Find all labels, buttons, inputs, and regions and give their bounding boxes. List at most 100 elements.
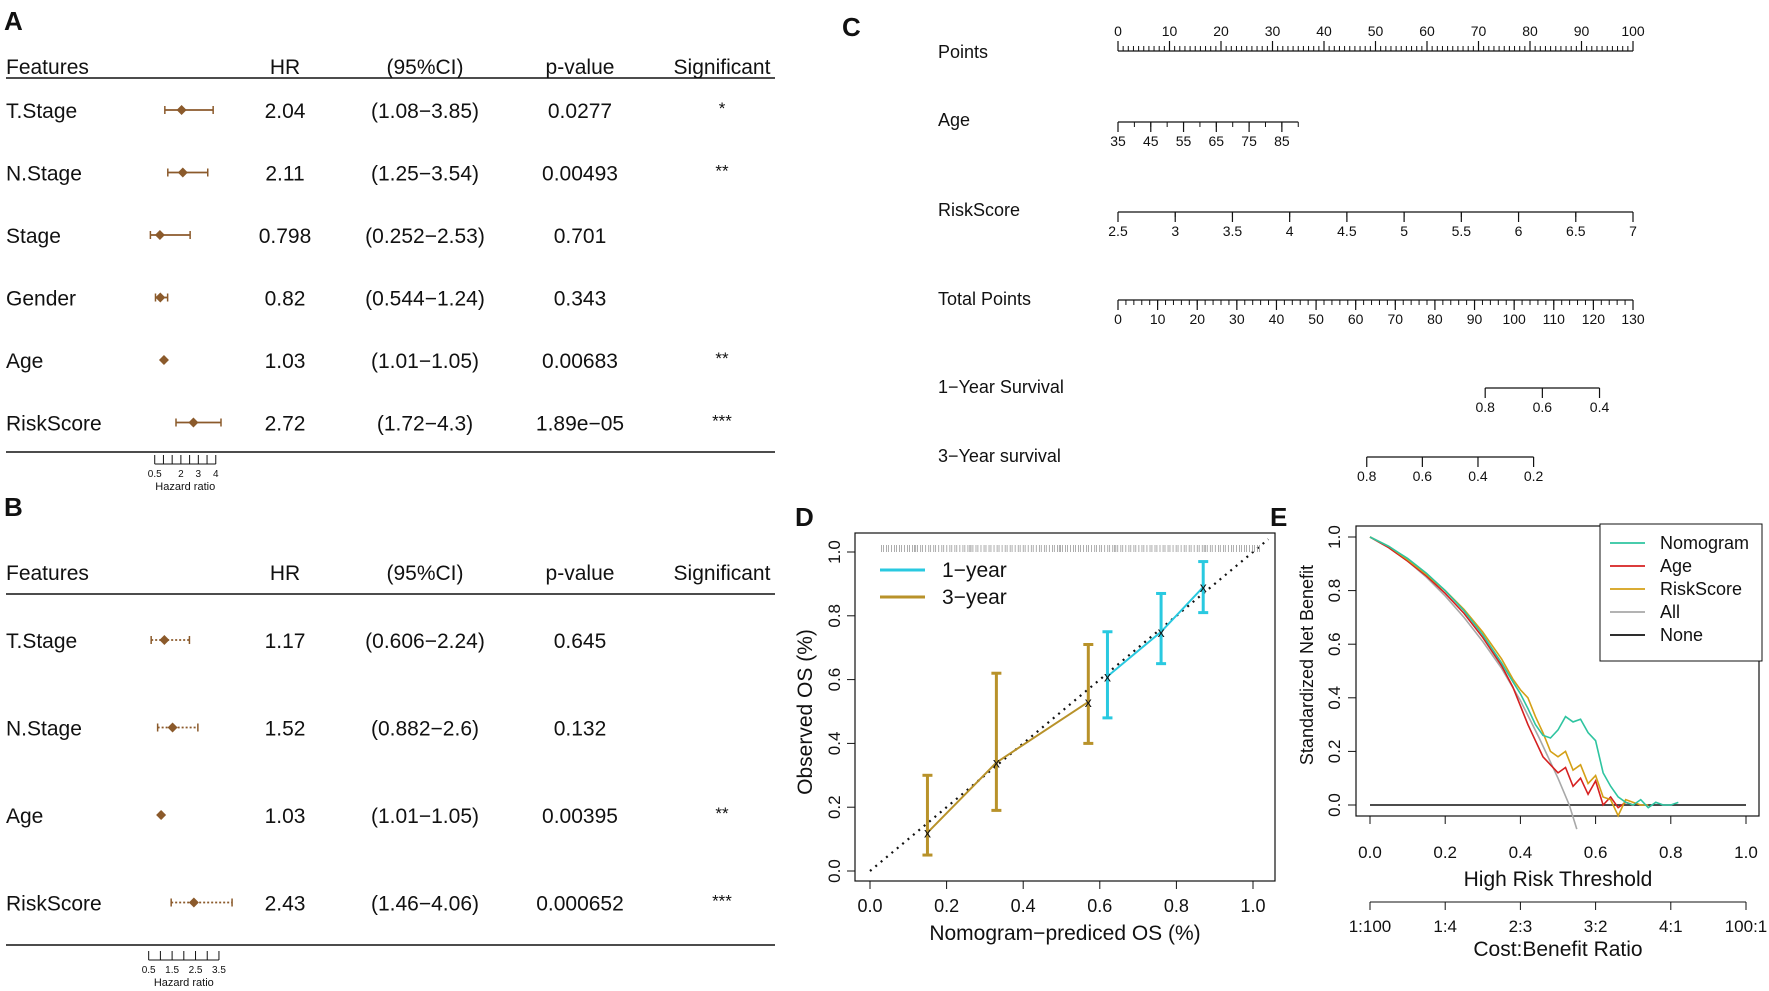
nomogram-tick-label: 50 (1368, 23, 1384, 39)
x-tick-label: 0.0 (1358, 843, 1382, 862)
nomogram-tick-label: 10 (1162, 23, 1178, 39)
hr-point (159, 635, 170, 645)
nomogram-tick-label: 20 (1213, 23, 1229, 39)
row-hr: 1.52 (265, 718, 306, 741)
row-ci: (0.882−2.6) (371, 718, 479, 741)
nomogram-tick-label: 0 (1114, 23, 1122, 39)
panel-label-c: C (842, 12, 861, 42)
hr-point (176, 105, 187, 115)
column-header: Features (6, 562, 89, 585)
nomogram-scale-name: Age (938, 110, 970, 130)
nomogram-tick-label: 0.4 (1590, 399, 1610, 415)
nomogram-tick-label: 65 (1209, 133, 1225, 149)
row-ci: (0.544−1.24) (365, 288, 485, 311)
nomogram-tick-label: 75 (1241, 133, 1257, 149)
nomogram-tick-label: 60 (1348, 311, 1364, 327)
hr-axis-tick-label: 3.5 (212, 965, 226, 976)
hr-axis-tick-label: 4 (213, 469, 219, 480)
nomogram-tick-label: 0.2 (1524, 468, 1544, 484)
row-p: 0.00395 (542, 805, 618, 828)
hr-point (188, 897, 199, 908)
x-tick-label: 0.0 (857, 896, 882, 916)
x-axis-label: High Risk Threshold (1464, 868, 1653, 891)
nomogram-scale-name: 3−Year survival (938, 446, 1061, 466)
y-axis-label: Observed OS (%) (794, 629, 817, 795)
nomogram-tick-label: 60 (1419, 23, 1435, 39)
row-feature: T.Stage (6, 100, 77, 123)
row-feature: RiskScore (6, 893, 102, 916)
data-point: x (1085, 694, 1092, 710)
hr-axis-tick-label: 2 (178, 469, 184, 480)
nomogram-tick-label: 10 (1150, 311, 1166, 327)
column-header: HR (270, 56, 300, 79)
legend-label: None (1660, 625, 1703, 645)
column-header: HR (270, 562, 300, 585)
row-feature: Age (6, 805, 43, 828)
nomogram-tick-label: 40 (1316, 23, 1332, 39)
calibration-line (926, 701, 1089, 834)
nomogram-tick-label: 55 (1176, 133, 1192, 149)
nomogram-tick-label: 80 (1427, 311, 1443, 327)
nomogram-tick-label: 0.4 (1468, 468, 1488, 484)
y-tick-label: 0.8 (825, 604, 844, 628)
nomogram-tick-label: 0.6 (1533, 399, 1553, 415)
y-tick-label: 0.4 (825, 732, 844, 756)
row-ci: (1.46−4.06) (371, 893, 479, 916)
row-p: 0.000652 (536, 893, 624, 916)
row-p: 0.343 (554, 288, 607, 311)
row-feature: Stage (6, 225, 61, 248)
row-significance: * (719, 99, 726, 118)
nomogram-scale-name: RiskScore (938, 200, 1020, 220)
nomogram-tick-label: 7 (1629, 223, 1637, 239)
nomogram-tick-label: 110 (1543, 311, 1566, 327)
nomogram-tick-label: 2.5 (1108, 223, 1128, 239)
plot-frame (854, 532, 1276, 882)
nomogram-tick-label: 90 (1467, 311, 1483, 327)
row-significance: ** (715, 162, 729, 181)
row-p: 0.00683 (542, 350, 618, 373)
row-p: 0.701 (554, 225, 607, 248)
net-benefit-curve (1369, 536, 1634, 809)
row-p: 1.89e−05 (536, 413, 624, 436)
row-feature: Gender (6, 288, 76, 311)
row-ci: (1.72−4.3) (377, 413, 473, 436)
x-tick-label: 0.2 (934, 896, 959, 916)
row-ci: (1.01−1.05) (371, 805, 479, 828)
row-hr: 2.04 (265, 100, 306, 123)
net-benefit-curve (1369, 536, 1679, 809)
legend-label: Nomogram (1660, 533, 1749, 553)
nomogram-tick-label: 120 (1582, 311, 1606, 327)
nomogram-tick-label: 6.5 (1566, 223, 1586, 239)
row-p: 0.00493 (542, 163, 618, 186)
row-hr: 1.03 (265, 350, 306, 373)
row-ci: (0.606−2.24) (365, 630, 485, 653)
row-ci: (1.08−3.85) (371, 100, 479, 123)
forest-plot-a: Features HR (95%CI) p-value Significant T.Sta… (6, 56, 775, 493)
row-feature: N.Stage (6, 163, 82, 186)
nomogram-tick-label: 40 (1269, 311, 1285, 327)
column-header: Significant (674, 56, 771, 79)
hr-axis-label: Hazard ratio (154, 977, 214, 989)
nomogram-tick-label: 80 (1522, 23, 1538, 39)
hr-point (154, 230, 165, 240)
forest-plot-b: Features HR (95%CI) p-value Significant T.Sta… (6, 562, 775, 989)
y-tick-label: 0.2 (825, 795, 844, 819)
ideal-diagonal (869, 538, 1270, 872)
x2-tick-label: 100:1 (1725, 917, 1768, 936)
column-header: Significant (674, 562, 771, 585)
calibration-plot: 0.0 0.0 0.2 0.2 0.4 0.4 0.6 0.6 0.8 0.8 1.0 1.0 Nomo… (794, 532, 1276, 945)
row-hr: 1.03 (265, 805, 306, 828)
row-significance: ** (715, 804, 729, 823)
row-feature: T.Stage (6, 630, 77, 653)
x-tick-label: 0.4 (1509, 843, 1533, 862)
row-feature: RiskScore (6, 413, 102, 436)
hr-point (188, 417, 199, 428)
nomogram-tick-label: 0.8 (1357, 468, 1377, 484)
data-point: x (1200, 579, 1207, 595)
nomogram-tick-label: 85 (1274, 133, 1290, 149)
hr-point (177, 167, 188, 178)
hr-point (155, 292, 166, 303)
legend-label: 1−year (942, 559, 1007, 582)
nomogram-tick-label: 50 (1308, 311, 1324, 327)
